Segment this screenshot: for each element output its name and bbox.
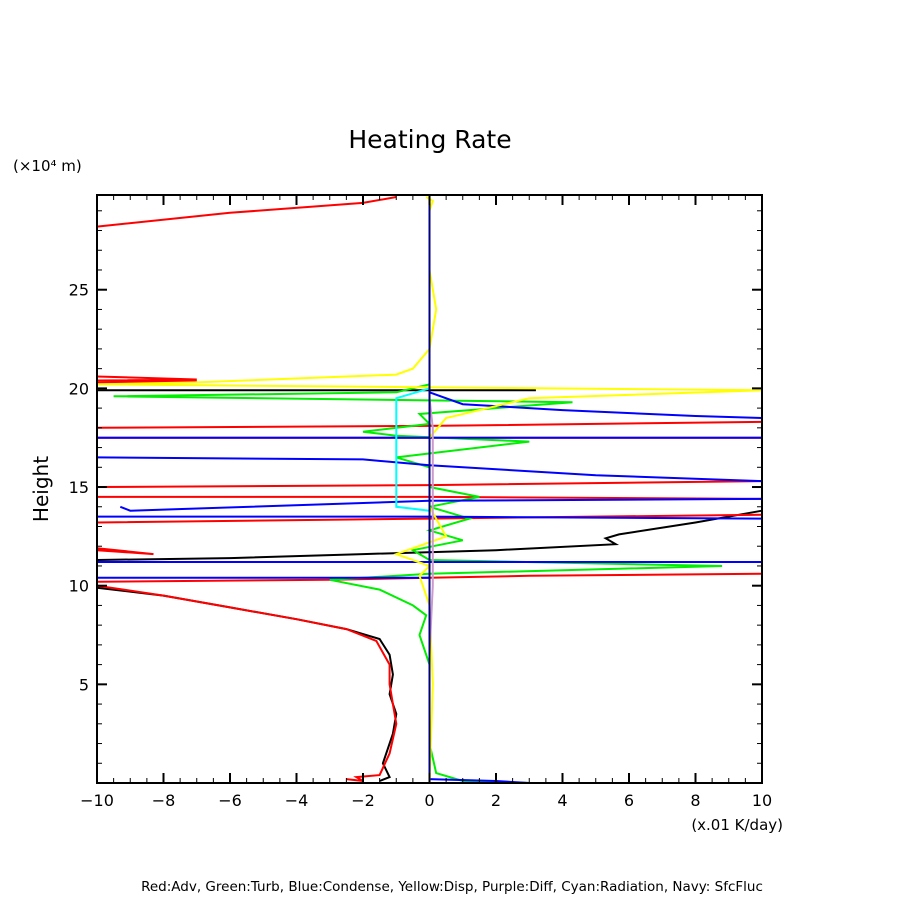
series-diff [428, 398, 434, 655]
x-tick-label: 6 [624, 791, 634, 810]
x-tick-label: −4 [285, 791, 309, 810]
series-adv-band2 [96, 547, 154, 556]
x-tick-label: 4 [557, 791, 567, 810]
series-radiation [395, 387, 430, 512]
axes-layer: −10 −8 −6 −4 −2 0 2 4 6 8 10 5 10 15 20 25 [69, 194, 772, 810]
series-condense-b7 [429, 391, 763, 419]
x-tick-label: 8 [690, 791, 700, 810]
y-tick-label: 25 [69, 281, 89, 300]
y-axis-title: Height [29, 456, 53, 522]
series-total-upper [96, 509, 763, 561]
x-tick-label: 0 [424, 791, 434, 810]
series-adv-band8 [96, 375, 197, 384]
series-turb [113, 383, 723, 784]
series-adv [96, 584, 398, 782]
series-total [96, 586, 398, 782]
y-tick-label: 10 [69, 577, 89, 596]
x-tick-label: −10 [80, 791, 114, 810]
chart-title: Heating Rate [348, 125, 511, 154]
x-tick-label: −6 [218, 791, 242, 810]
x-tick-label: −8 [152, 791, 176, 810]
x-tick-label: 2 [491, 791, 501, 810]
series-disp [96, 196, 763, 784]
y-tick-label: 15 [69, 478, 89, 497]
x-tick-label: −2 [351, 791, 375, 810]
x-unit-label: (x.01 K/day) [691, 816, 783, 834]
y-tick-label: 20 [69, 379, 89, 398]
legend: Red:Adv, Green:Turb, Blue:Condense, Yell… [141, 879, 763, 895]
y-tick-label: 5 [79, 675, 89, 694]
series-condense-b4 [119, 497, 763, 512]
y-unit-label: (×10⁴ m) [13, 157, 82, 175]
series-adv-top [96, 196, 397, 228]
series-layer [96, 195, 763, 784]
x-tick-label: 10 [752, 791, 772, 810]
